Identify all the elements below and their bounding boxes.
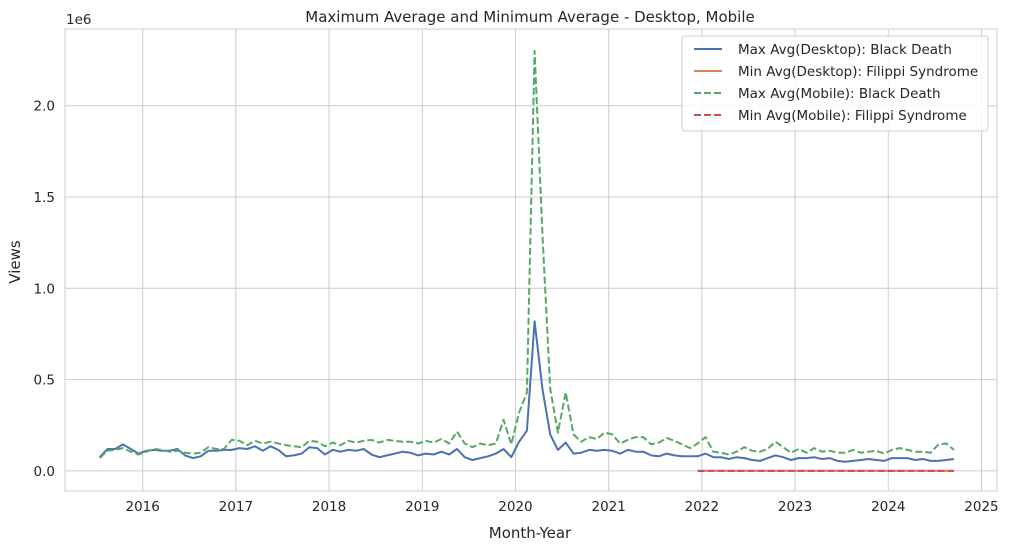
x-tick-label: 2016 [125, 499, 159, 515]
x-tick-label: 2018 [312, 499, 346, 515]
y-tick-label: 0.0 [34, 464, 55, 480]
x-tick-label: 2021 [591, 499, 625, 515]
series-line [99, 49, 955, 459]
legend-item: Min Avg(Desktop): Filippi Syndrome [694, 64, 978, 80]
legend: Max Avg(Desktop): Black Death Min Avg(De… [681, 35, 989, 132]
legend-item: Max Avg(Mobile): Black Death [694, 86, 941, 102]
y-tick-label: 1.5 [34, 190, 55, 206]
x-tick-label: 2020 [498, 499, 532, 515]
x-tick-label: 2019 [405, 499, 439, 515]
legend-label: Max Avg(Mobile): Black Death [738, 86, 941, 102]
x-tick-label: 2024 [871, 499, 905, 515]
x-axis-title: Month-Year [489, 524, 572, 542]
legend-label: Max Avg(Desktop): Black Death [738, 42, 952, 58]
legend-item: Max Avg(Desktop): Black Death [694, 42, 952, 58]
plot-frame [64, 28, 998, 492]
legend-box [681, 35, 989, 132]
chart-title: Maximum Average and Minimum Average - De… [305, 8, 754, 26]
x-tick-label: 2022 [685, 499, 719, 515]
series-line [98, 320, 955, 463]
x-tick-label: 2023 [778, 499, 812, 515]
legend-label: Min Avg(Desktop): Filippi Syndrome [738, 64, 978, 80]
y-tick-label: 1.0 [34, 281, 55, 297]
y-offset-label: 1e6 [66, 12, 91, 28]
x-tick-label: 2017 [219, 499, 253, 515]
y-axis-title: Views [6, 240, 24, 284]
x-tick-label: 2025 [964, 499, 998, 515]
y-tick-label: 2.0 [34, 99, 55, 115]
series-layer [98, 49, 955, 472]
legend-label: Min Avg(Mobile): Filippi Syndrome [738, 108, 967, 124]
tick-layer: 2016 2017 2018 2019 2020 2021 2022 2023 2024 2025… [34, 99, 999, 515]
y-tick-label: 0.5 [34, 373, 55, 389]
legend-item: Min Avg(Mobile): Filippi Syndrome [694, 108, 967, 124]
